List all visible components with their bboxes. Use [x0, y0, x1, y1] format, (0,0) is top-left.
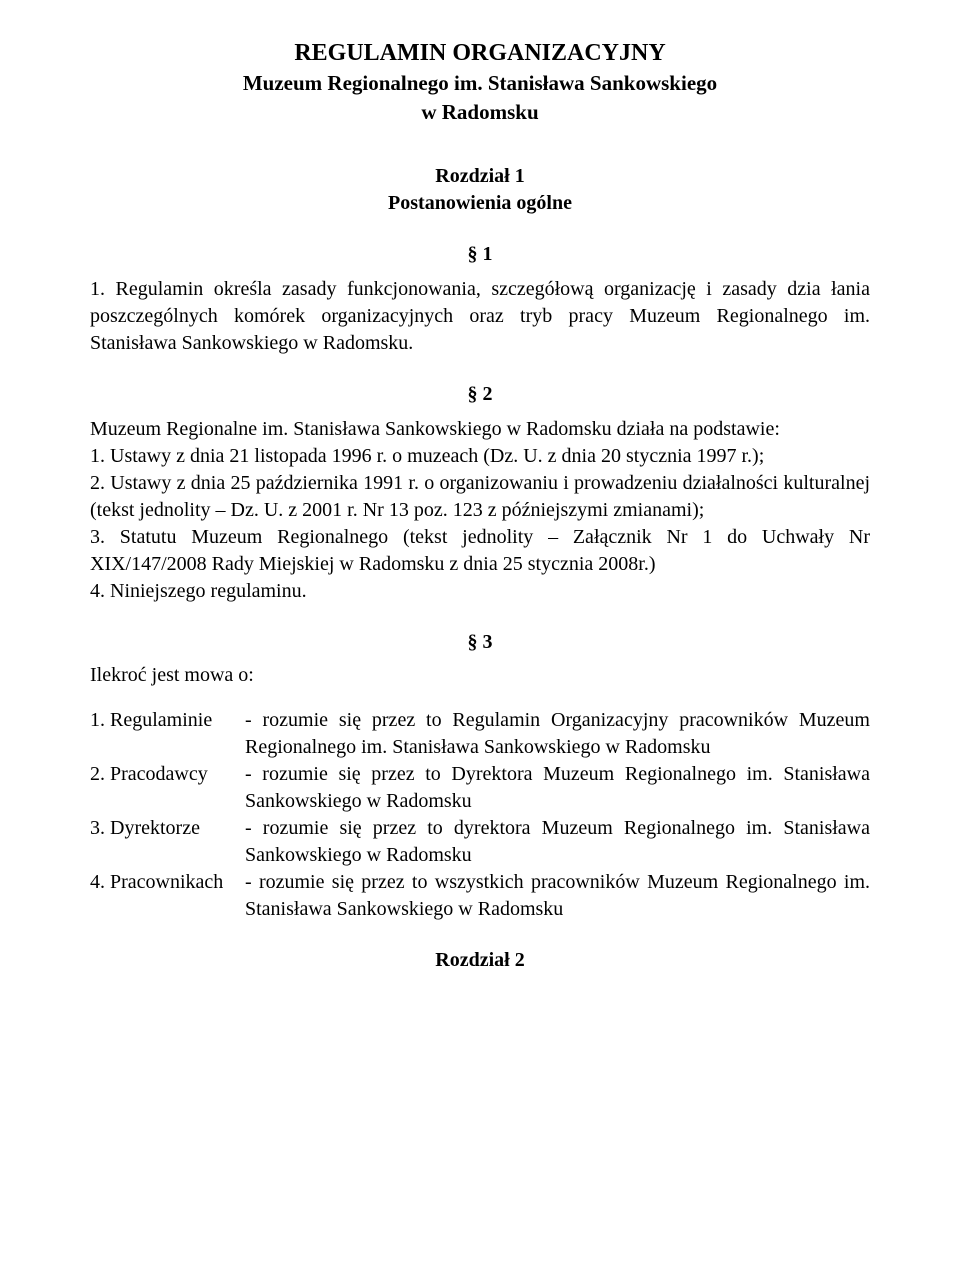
- list-item: 1. Ustawy z dnia 21 listopada 1996 r. o …: [90, 443, 870, 470]
- section-2-label: § 2: [90, 383, 870, 406]
- section-3-lead: Ilekroć jest mowa o:: [90, 664, 870, 687]
- list-item: 4. Niniejszego regulaminu.: [90, 578, 870, 605]
- list-item: 3. Statutu Muzeum Regionalnego (tekst je…: [90, 524, 870, 578]
- page-document: REGULAMIN ORGANIZACYJNY Muzeum Regionaln…: [0, 0, 960, 1277]
- title-location: w Radomsku: [90, 100, 870, 125]
- definition-term: 1. Regulaminie: [90, 707, 245, 761]
- definition-row: 3. Dyrektorze - rozumie się przez to dyr…: [90, 815, 870, 869]
- definition-term: 4. Pracownikach: [90, 869, 245, 923]
- title-subtitle: Muzeum Regionalnego im. Stanisława Sanko…: [90, 71, 870, 96]
- list-item: 2. Ustawy z dnia 25 października 1991 r.…: [90, 470, 870, 524]
- chapter-2-label: Rozdział 2: [90, 949, 870, 972]
- section-3-label: § 3: [90, 631, 870, 654]
- section-2-content: Muzeum Regionalne im. Stanisława Sankows…: [90, 416, 870, 605]
- chapter-1-name: Postanowienia ogólne: [90, 192, 870, 215]
- section-2-lead: Muzeum Regionalne im. Stanisława Sankows…: [90, 416, 870, 443]
- definition-value: - rozumie się przez to wszystkich pracow…: [245, 869, 870, 923]
- section-1-label: § 1: [90, 243, 870, 266]
- definitions-list: 1. Regulaminie - rozumie się przez to Re…: [90, 707, 870, 923]
- definition-term: 3. Dyrektorze: [90, 815, 245, 869]
- definition-value: - rozumie się przez to Dyrektora Muzeum …: [245, 761, 870, 815]
- chapter-1-label: Rozdział 1: [90, 165, 870, 188]
- definition-row: 1. Regulaminie - rozumie się przez to Re…: [90, 707, 870, 761]
- definition-value: - rozumie się przez to Regulamin Organiz…: [245, 707, 870, 761]
- definition-value: - rozumie się przez to dyrektora Muzeum …: [245, 815, 870, 869]
- title-main: REGULAMIN ORGANIZACYJNY: [90, 40, 870, 67]
- definition-row: 2. Pracodawcy - rozumie się przez to Dyr…: [90, 761, 870, 815]
- definition-term: 2. Pracodawcy: [90, 761, 245, 815]
- definition-row: 4. Pracownikach - rozumie się przez to w…: [90, 869, 870, 923]
- section-1-paragraph: 1. Regulamin określa zasady funkcjonowan…: [90, 276, 870, 357]
